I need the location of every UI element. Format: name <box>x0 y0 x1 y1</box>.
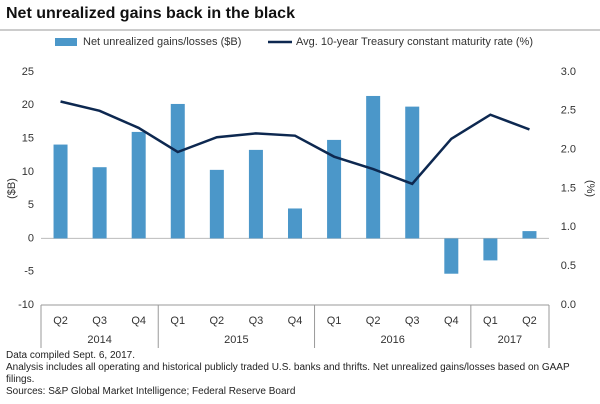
x-tick-label: Q3 <box>249 315 264 327</box>
y-axis-label: ($B) <box>6 178 18 199</box>
note: Data compiled Sept. 6, 2017. <box>6 350 135 361</box>
x-tick-label: Q4 <box>288 315 303 327</box>
chart-title: Net unrealized gains back in the black <box>6 5 295 22</box>
bar <box>53 144 68 239</box>
x-tick-label: Q3 <box>405 315 420 327</box>
x-tick-label: Q4 <box>131 315 146 327</box>
y2-tick-label: 3.0 <box>561 66 576 78</box>
legend-label: Net unrealized gains/losses ($B) <box>83 36 241 48</box>
x-tick-label: Q2 <box>53 315 68 327</box>
note: Sources: S&P Global Market Intelligence;… <box>6 386 296 397</box>
bar <box>483 238 498 261</box>
legend-label: Avg. 10-year Treasury constant maturity … <box>296 36 533 48</box>
x-tick-label: Q2 <box>522 315 537 327</box>
bar <box>444 238 459 274</box>
y-tick-label: 10 <box>22 166 34 178</box>
y2-tick-label: 1.0 <box>561 221 576 233</box>
x-tick-label: Q2 <box>366 315 381 327</box>
x-tick-label: Q3 <box>92 315 107 327</box>
y-tick-label: -5 <box>24 266 34 278</box>
x-group-label: 2017 <box>498 334 522 346</box>
x-tick-label: Q1 <box>170 315 185 327</box>
x-group-label: 2015 <box>224 334 248 346</box>
bar <box>170 103 185 239</box>
y-tick-label: 25 <box>22 66 34 78</box>
bar <box>327 139 342 239</box>
y2-tick-label: 2.5 <box>561 105 576 117</box>
x-tick-label: Q1 <box>327 315 342 327</box>
y-tick-label: 0 <box>28 232 34 244</box>
bar <box>288 208 302 239</box>
x-group-label: 2014 <box>87 334 111 346</box>
line <box>60 100 530 186</box>
chart: Net unrealized gains back in the black -… <box>0 5 600 348</box>
x-tick-label: Q1 <box>483 315 498 327</box>
bar <box>366 95 381 239</box>
y-tick-label: -10 <box>18 299 34 311</box>
bar <box>405 106 420 239</box>
y2-tick-label: 0.5 <box>561 260 576 272</box>
y-tick-label: 5 <box>28 199 34 211</box>
y2-axis-label: (%) <box>584 180 596 197</box>
bar <box>248 149 263 239</box>
notes: Data compiled Sept. 6, 2017. Analysis inc… <box>6 350 594 398</box>
y2-tick-label: 2.0 <box>561 144 576 156</box>
bar <box>131 131 146 239</box>
y2-tick-label: 0.0 <box>561 299 576 311</box>
y-tick-label: 20 <box>22 99 34 111</box>
bar <box>522 231 537 239</box>
bar <box>92 167 107 239</box>
note: Analysis includes all operating and hist… <box>6 362 570 385</box>
y2-tick-label: 1.5 <box>561 182 576 194</box>
y-tick-label: 15 <box>22 132 34 144</box>
x-group-label: 2016 <box>380 334 404 346</box>
x-tick-label: Q4 <box>444 315 459 327</box>
legend-swatch <box>55 38 77 46</box>
bar <box>209 169 224 239</box>
x-tick-label: Q2 <box>210 315 225 327</box>
